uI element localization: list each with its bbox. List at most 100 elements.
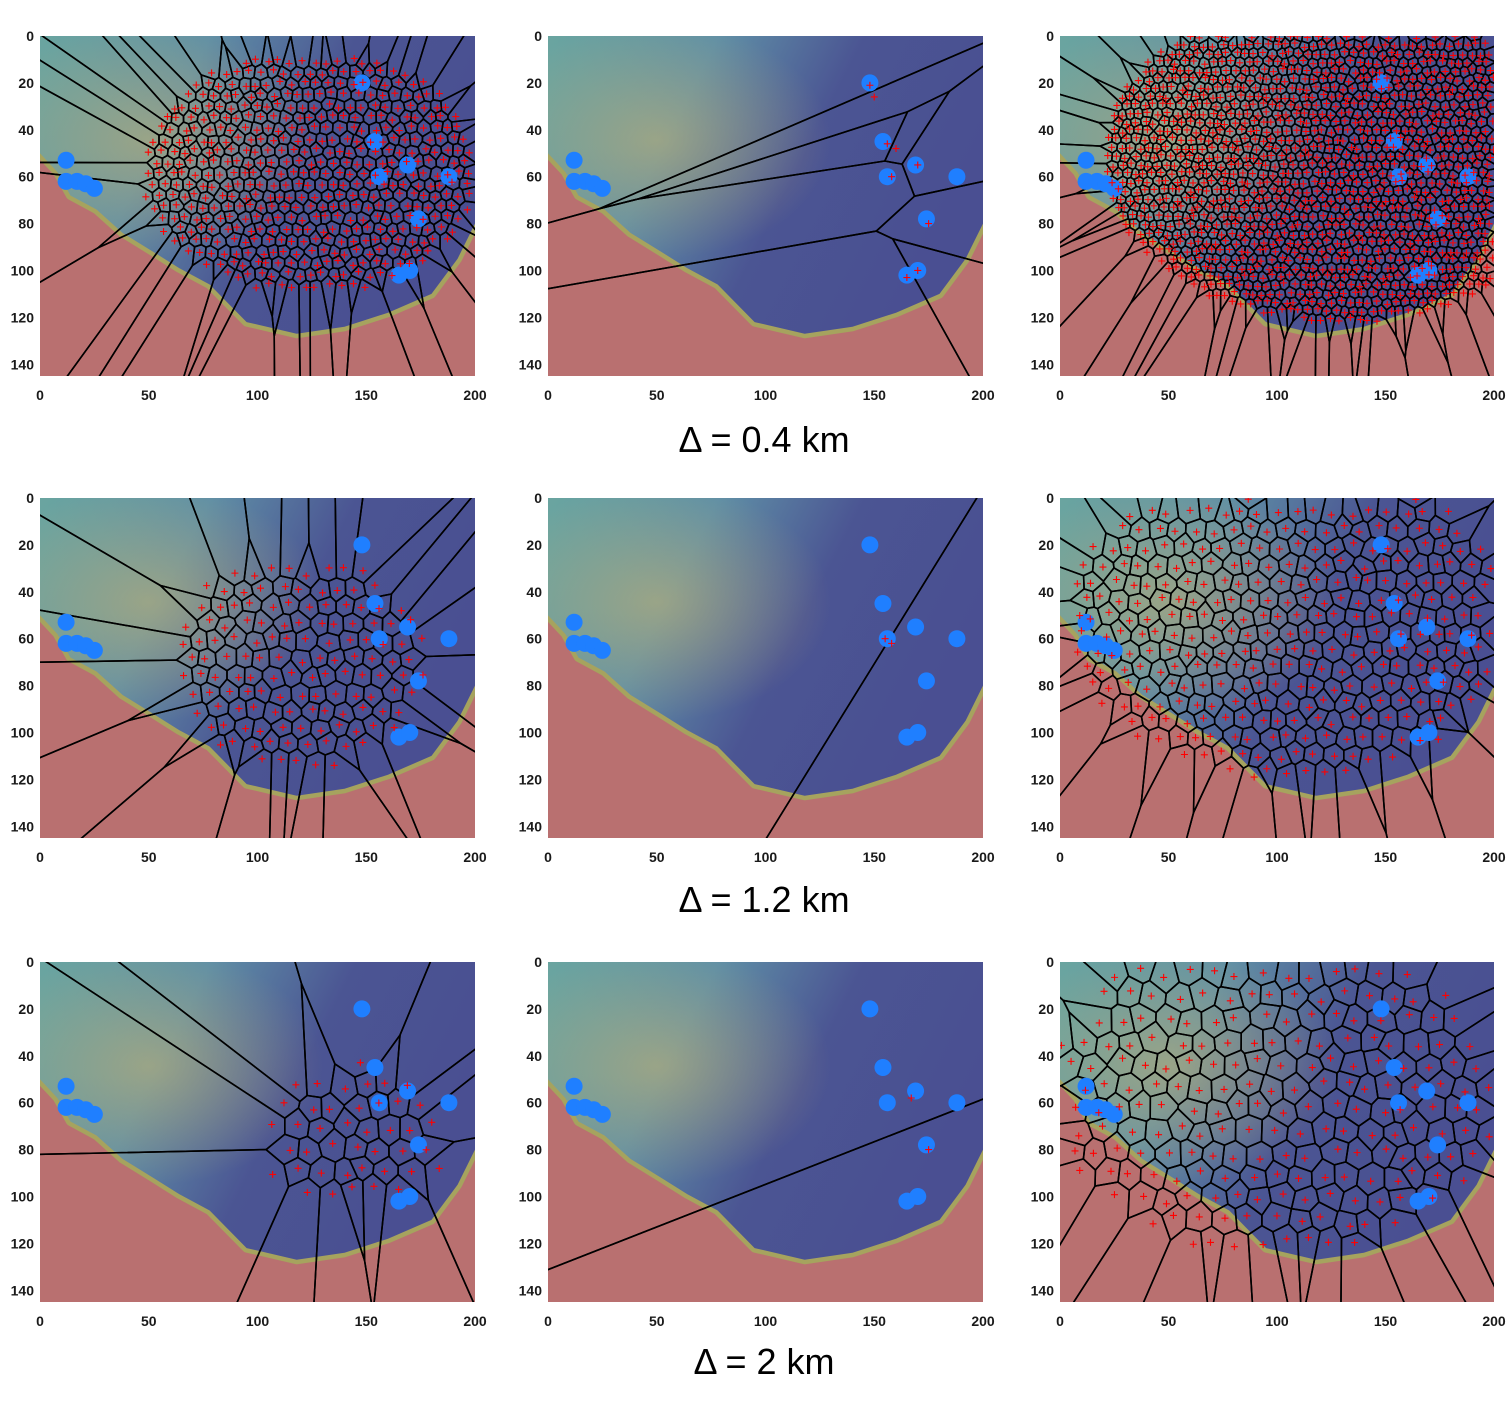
cell-center <box>1335 145 1343 153</box>
cell-center <box>1414 82 1422 90</box>
cell-center <box>1216 544 1224 552</box>
observation-point <box>399 1082 417 1100</box>
cell-center <box>175 160 183 168</box>
cell-center <box>1277 137 1285 145</box>
observation-point <box>366 595 384 613</box>
cell-center <box>1417 91 1425 99</box>
cell-center <box>1256 230 1264 238</box>
cell-center <box>403 1081 411 1089</box>
cell-center <box>1099 563 1107 571</box>
cell-center <box>1446 558 1454 566</box>
cell-center <box>1385 236 1392 244</box>
cell-center <box>211 636 219 644</box>
x-tick-label: 50 <box>1161 387 1177 403</box>
cell-center <box>1337 556 1345 564</box>
cell-center <box>1381 245 1389 253</box>
cell-center <box>1436 180 1444 188</box>
cell-center <box>387 620 395 628</box>
cell-center <box>1439 678 1447 686</box>
cell-center <box>459 135 467 143</box>
cell-center <box>1303 205 1311 213</box>
cell-center <box>1168 610 1176 618</box>
cell-center <box>1460 649 1468 657</box>
cell-center <box>1411 591 1419 599</box>
cell-center <box>331 656 339 664</box>
cell-center <box>1274 613 1282 621</box>
cell-center <box>161 138 169 146</box>
cell-center <box>1291 144 1299 152</box>
cell-center <box>453 122 461 130</box>
cell-center <box>1404 136 1412 144</box>
cell-center <box>1378 153 1386 161</box>
cell-center <box>1328 93 1336 101</box>
cell-center <box>330 159 338 167</box>
cell-center <box>1234 83 1242 91</box>
cell-center <box>401 136 409 144</box>
cell-center <box>444 146 452 154</box>
cell-center <box>1250 222 1258 230</box>
cell-center <box>172 201 180 209</box>
cell-center <box>1431 103 1439 111</box>
cell-center <box>1484 92 1492 100</box>
cell-center <box>1355 195 1363 203</box>
cell-center <box>1428 162 1436 170</box>
cell-center <box>1418 264 1426 272</box>
cell-center <box>1175 50 1183 58</box>
cell-center <box>1409 42 1416 50</box>
cell-center <box>1146 92 1154 100</box>
cell-center <box>1244 498 1252 503</box>
observation-point <box>948 1094 966 1112</box>
cell-center <box>210 92 218 100</box>
cell-center <box>382 235 390 243</box>
cell-center <box>441 103 449 111</box>
cell-center <box>1330 83 1338 91</box>
cell-center <box>1278 202 1286 210</box>
cell-center <box>341 1085 349 1093</box>
cell-center <box>375 605 383 613</box>
cell-center <box>1403 204 1411 212</box>
cell-center <box>1457 195 1465 203</box>
cell-center <box>211 673 219 681</box>
cell-center <box>256 159 264 167</box>
cell-center <box>1279 49 1287 57</box>
cell-center <box>179 234 187 242</box>
cell-center <box>1260 152 1268 160</box>
cell-center <box>200 116 208 124</box>
cell-center <box>1249 664 1257 672</box>
x-tick-label: 0 <box>1056 849 1064 865</box>
cell-center <box>1289 232 1297 240</box>
cell-center <box>1217 264 1225 272</box>
cell-center <box>1131 202 1139 210</box>
cell-center <box>1458 85 1466 93</box>
cell-center <box>1342 766 1350 774</box>
cell-center <box>232 114 240 122</box>
cell-center <box>1129 211 1137 219</box>
cell-center <box>1474 643 1482 651</box>
cell-center <box>1302 93 1310 101</box>
cell-center <box>1230 170 1238 178</box>
cell-center <box>414 157 422 165</box>
cell-center <box>270 674 278 682</box>
cell-center <box>1226 127 1234 135</box>
cell-center <box>1221 170 1229 178</box>
cell-center <box>1172 263 1180 271</box>
cell-center <box>1120 703 1128 711</box>
cell-center <box>1237 197 1245 205</box>
cell-center <box>351 114 359 122</box>
cell-center <box>1370 288 1378 296</box>
cell-center <box>1349 271 1357 279</box>
cell-center <box>1415 524 1423 532</box>
cell-center <box>1089 543 1097 551</box>
cell-center <box>1230 288 1238 296</box>
cell-center <box>1213 221 1221 229</box>
cell-center <box>287 104 295 112</box>
cell-center <box>1193 99 1201 107</box>
cell-center <box>1299 180 1307 188</box>
cell-center <box>1469 154 1477 162</box>
y-tick-label: 60 <box>18 169 34 185</box>
cell-center <box>371 581 379 589</box>
cell-center <box>1256 179 1264 187</box>
cell-center <box>1448 59 1456 67</box>
